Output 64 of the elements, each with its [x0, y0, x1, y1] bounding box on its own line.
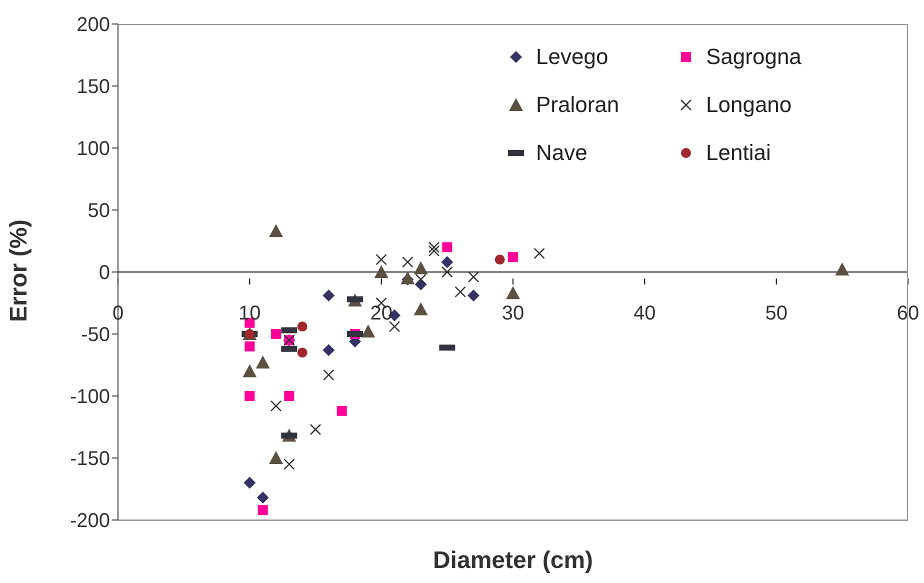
point: [428, 242, 440, 253]
legend-label: Levego: [536, 44, 608, 70]
y-tick-label: 200: [76, 14, 110, 36]
x-tick-label: 30: [502, 302, 524, 324]
point: [441, 256, 454, 268]
point: [506, 286, 520, 300]
point: [242, 364, 257, 378]
point: [323, 369, 334, 381]
y-tick-label: -150: [70, 448, 110, 470]
point: [442, 242, 452, 252]
y-tick-label: 50: [88, 200, 110, 222]
legend-label: Lentiai: [706, 140, 771, 166]
point: [468, 271, 480, 283]
point: [269, 451, 283, 464]
x-tick-label: 60: [896, 302, 920, 324]
point: [415, 274, 426, 286]
point: [310, 424, 322, 436]
legend-label: Sagrogna: [706, 44, 802, 70]
legend-label: Nave: [536, 140, 588, 166]
x-tick-label: 20: [370, 302, 392, 324]
x-axis-title: Diameter (cm): [432, 547, 594, 574]
point: [244, 476, 256, 489]
point: [297, 322, 308, 332]
point: [297, 348, 308, 358]
y-axis-title: Error (%): [6, 219, 33, 322]
y-tick-label: -50: [81, 324, 110, 346]
point: [322, 290, 335, 302]
point: [271, 329, 281, 339]
y-tick-label: -200: [70, 510, 110, 532]
y-tick-label: -100: [70, 386, 110, 408]
point: [269, 224, 283, 238]
point: [428, 245, 440, 257]
point: [258, 505, 268, 516]
point: [508, 252, 518, 262]
point: [402, 256, 414, 268]
x-tick-label: 50: [765, 302, 788, 324]
point: [414, 261, 428, 274]
point: [454, 286, 466, 298]
point: [376, 254, 387, 266]
point: [835, 262, 850, 276]
point: [284, 458, 295, 470]
point: [336, 406, 347, 416]
point: [442, 266, 453, 278]
point: [361, 324, 376, 338]
y-tick-label: 100: [76, 138, 110, 160]
point: [374, 265, 388, 278]
y-tick-label: 150: [76, 76, 110, 98]
point: [534, 248, 545, 260]
point: [256, 492, 269, 504]
legend-label: Longano: [706, 92, 792, 118]
point: [256, 356, 270, 369]
point: [270, 400, 282, 412]
x-tick-label: 40: [634, 302, 656, 324]
point: [244, 391, 255, 401]
point: [494, 254, 505, 265]
legend-label: Praloran: [536, 92, 620, 118]
point: [468, 290, 480, 302]
y-tick-label: 0: [98, 262, 110, 284]
point: [244, 341, 255, 352]
point: [414, 302, 428, 316]
x-tick-label: 10: [238, 302, 261, 324]
point: [284, 391, 294, 401]
point: [322, 344, 335, 356]
point: [388, 320, 400, 332]
